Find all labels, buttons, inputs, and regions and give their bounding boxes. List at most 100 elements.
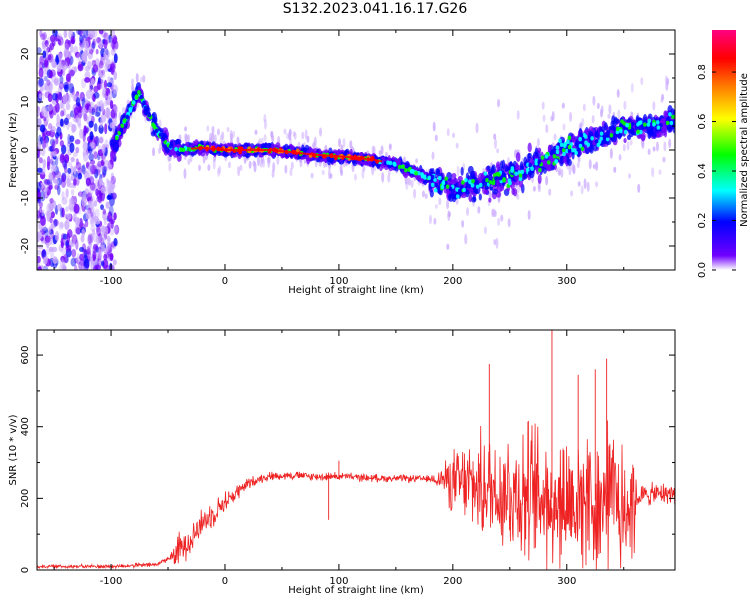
spectrogram-cell bbox=[562, 151, 566, 157]
spectrogram-cell bbox=[101, 86, 107, 95]
spectrogram-cell bbox=[91, 196, 95, 202]
spectrogram-cell bbox=[48, 226, 52, 234]
spectrogram-cell bbox=[467, 183, 471, 189]
spectrogram-cell bbox=[102, 88, 106, 98]
spectrogram-cell bbox=[71, 124, 76, 134]
spectrogram-cell bbox=[75, 96, 81, 107]
spectrogram-cell bbox=[628, 173, 632, 179]
spectrogram-cell bbox=[452, 194, 456, 200]
spectrogram-cell bbox=[342, 137, 346, 148]
spectrogram-cell bbox=[42, 31, 47, 41]
spectrogram-cell bbox=[55, 136, 59, 145]
spectrogram-cell bbox=[567, 135, 572, 141]
spectrogram-cell bbox=[49, 249, 55, 261]
spectrogram-cell bbox=[95, 58, 100, 65]
spectrogram-cell bbox=[59, 207, 63, 218]
spectrogram-cell bbox=[70, 35, 76, 45]
spectrogram-cell bbox=[96, 101, 102, 108]
spectrogram-cell bbox=[263, 114, 267, 123]
spectrogram-cell bbox=[44, 187, 48, 198]
spectrogram-cell bbox=[84, 71, 91, 80]
spectrogram-cell bbox=[560, 155, 564, 160]
spectrogram-cell bbox=[48, 174, 54, 181]
spectrogram-cell bbox=[207, 164, 211, 172]
spectrogram-cell bbox=[65, 188, 69, 198]
spectrogram-cell bbox=[615, 126, 620, 132]
spectrogram-cell bbox=[630, 130, 635, 135]
spectrogram-cell bbox=[444, 176, 448, 181]
spectrogram-cell bbox=[478, 193, 482, 201]
spectrogram-cell bbox=[73, 203, 80, 214]
spectrogram-cell bbox=[293, 132, 297, 140]
spectrogram-cell bbox=[448, 186, 453, 191]
spectrogram-cell bbox=[38, 93, 42, 99]
spectrogram-cell bbox=[483, 188, 489, 195]
spectrogram-cell bbox=[414, 171, 418, 176]
spectrogram-cell bbox=[85, 177, 91, 187]
spectrogram-cell bbox=[520, 165, 525, 171]
spectrogram-cell bbox=[56, 126, 62, 137]
spectrogram-cell bbox=[434, 134, 438, 142]
spectrogram-cell bbox=[42, 265, 49, 270]
spectrogram-cell bbox=[263, 118, 267, 130]
spectrogram-cell bbox=[60, 241, 64, 249]
spectrogram-cell bbox=[110, 48, 116, 56]
spectrogram-cell bbox=[545, 162, 552, 172]
spectrogram-cell bbox=[101, 172, 106, 179]
spectrogram-cell bbox=[461, 219, 465, 228]
spectrogram-cell bbox=[110, 63, 115, 70]
spectrogram-cell bbox=[61, 60, 66, 66]
spectrogram-cell bbox=[44, 40, 49, 48]
spectrogram-cell bbox=[85, 30, 91, 38]
spectrogram-cell bbox=[114, 224, 120, 235]
spectrogram-cell bbox=[103, 217, 107, 226]
spectrogram-cell bbox=[520, 169, 525, 175]
spectrogram-cell bbox=[605, 136, 610, 142]
spectrogram-cell bbox=[217, 167, 221, 177]
spectrogram-cell bbox=[497, 98, 501, 108]
spectrogram-cell bbox=[37, 140, 42, 151]
spectrogram-cell bbox=[446, 128, 450, 137]
x-tick-label: 100 bbox=[329, 576, 348, 587]
spectrogram-cell bbox=[57, 33, 62, 40]
spectrogram-cell bbox=[65, 244, 72, 252]
spectrogram-cell bbox=[438, 175, 442, 181]
spectrogram-cell bbox=[310, 172, 314, 179]
spectrogram-cell bbox=[37, 191, 42, 200]
spectrogram-cell bbox=[110, 109, 116, 119]
spectrogram-cell bbox=[206, 125, 210, 132]
spectrogram-cell bbox=[559, 142, 564, 148]
spectrogram-cell bbox=[534, 161, 539, 166]
spectrogram-cell bbox=[73, 178, 77, 186]
spectrogram-cell bbox=[547, 144, 552, 153]
spectrogram-cell bbox=[528, 163, 533, 168]
spectrogram-cell bbox=[56, 203, 62, 212]
spectrogram-cell bbox=[239, 164, 243, 171]
spectrogram-cell bbox=[106, 82, 113, 88]
spectrogram-cell bbox=[458, 188, 462, 194]
spectrogram-cell bbox=[106, 235, 111, 242]
spectrogram-cell bbox=[64, 154, 70, 164]
spectrogram-cell bbox=[238, 149, 242, 155]
spectrogram-cell bbox=[92, 265, 99, 270]
spectrogram-cell bbox=[530, 166, 534, 171]
spectrogram-cell bbox=[66, 213, 72, 220]
spectrogram-cell bbox=[75, 146, 80, 154]
spectrogram-cell bbox=[464, 233, 468, 245]
colorbar-tick-label: 0.0 bbox=[697, 262, 708, 278]
spectrogram-cell bbox=[83, 49, 88, 59]
spectrogram-cell bbox=[49, 42, 55, 51]
spectrogram-cell bbox=[270, 130, 274, 138]
spectrogram-cell bbox=[37, 266, 42, 270]
spectrogram-cell bbox=[582, 132, 586, 138]
spectrogram-cell bbox=[151, 122, 155, 127]
spectrogram-cell bbox=[52, 105, 58, 116]
colorbar-gradient bbox=[712, 30, 736, 270]
spectrogram-cell bbox=[290, 161, 294, 170]
spectrogram-cell bbox=[85, 161, 90, 169]
spectrogram-cell bbox=[87, 165, 94, 172]
spectrogram-cell bbox=[98, 235, 104, 246]
spectrogram-cell bbox=[74, 217, 81, 226]
spectrogram-cell bbox=[40, 215, 46, 226]
spectrogram-cell bbox=[44, 110, 49, 119]
